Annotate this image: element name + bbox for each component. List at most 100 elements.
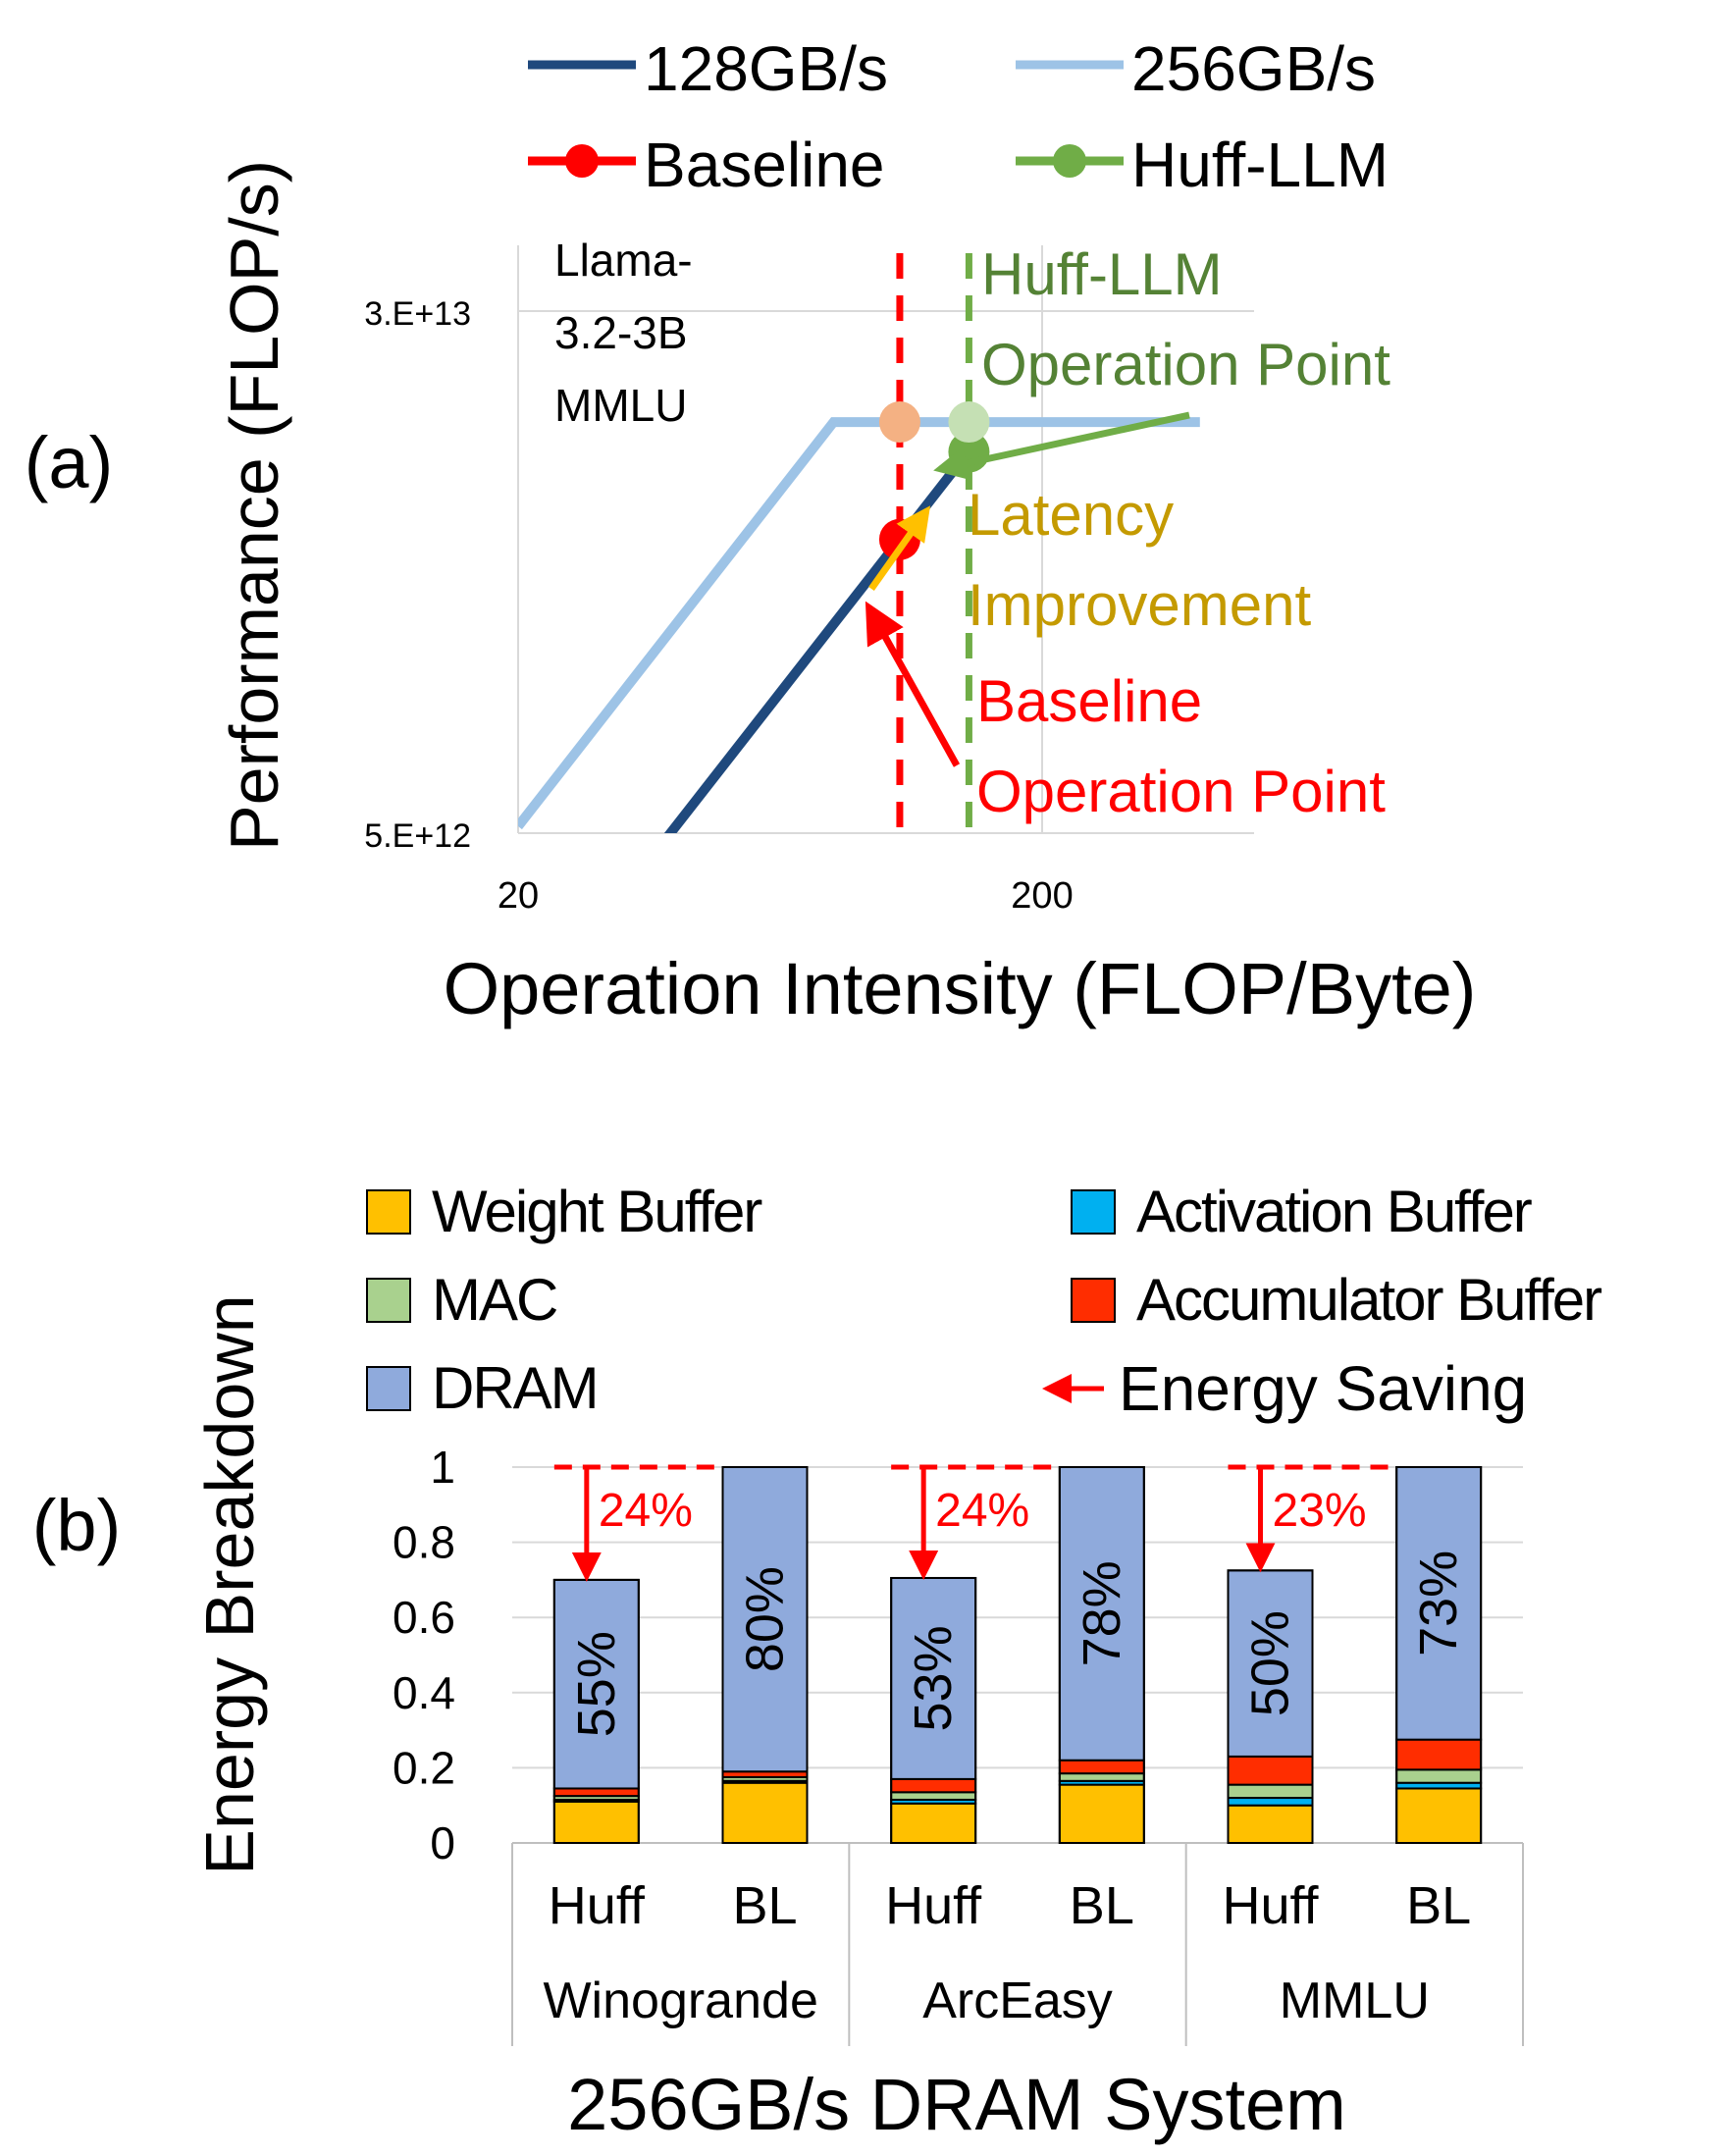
huff-op-label-1: Huff-LLM <box>981 241 1223 307</box>
energy-category-label: Huff <box>885 1876 982 1935</box>
energy-saving-label: 23% <box>1273 1485 1367 1537</box>
dram-share-label: 73% <box>1409 1551 1468 1656</box>
energy-category-label: BL <box>732 1876 797 1935</box>
legend-label-activation-buffer: Activation Buffer <box>1136 1179 1532 1244</box>
roofline-ytick-3e13: 3.E+13 <box>364 295 471 333</box>
model-note-line-1: Llama- <box>554 235 693 286</box>
bar-outline <box>721 1466 809 1844</box>
bar-seg-accumulator-buffer <box>1227 1755 1314 1786</box>
legend-entry-baseline: Baseline <box>528 130 885 200</box>
bar-seg-weight-buffer <box>1058 1783 1145 1845</box>
legend-label-dram: DRAM <box>432 1355 598 1421</box>
panel-b-label: (b) <box>32 1485 121 1566</box>
panel-a: (a) 128GB/s 256GB/s Baseline Huff-LLM <box>25 33 1477 1029</box>
bar-seg-accumulator-buffer <box>552 1787 640 1798</box>
roofline-ytick-5e12: 5.E+12 <box>364 817 471 855</box>
legend-entry-huff: Huff-LLM <box>1016 130 1389 200</box>
panel-a-label: (a) <box>25 422 113 503</box>
legend-label-huff: Huff-LLM <box>1131 130 1389 200</box>
energy-category-label: BL <box>1406 1876 1471 1935</box>
dram-share-label: 80% <box>736 1566 795 1672</box>
legend-entry-128: 128GB/s <box>528 33 888 104</box>
baseline-op-label-1: Baseline <box>976 668 1202 734</box>
bar-seg-activation-buffer <box>1227 1797 1314 1807</box>
huff-op-arrow <box>933 411 1190 481</box>
bar-seg-accumulator-buffer <box>1058 1759 1145 1775</box>
model-note: Llama- 3.2-3B MMLU <box>554 235 693 431</box>
legend-label-weight-buffer: Weight Buffer <box>432 1179 761 1244</box>
legend-swatch-weight-buffer <box>366 1189 411 1235</box>
roofline-xlabel: Operation Intensity (FLOP/Byte) <box>444 948 1477 1029</box>
legend-swatch-activation-buffer <box>1071 1189 1116 1235</box>
baseline-op-arrow <box>865 601 961 767</box>
roofline-point-3 <box>878 401 920 444</box>
bar-outline <box>1058 1466 1145 1844</box>
bar-seg-mac <box>1058 1772 1145 1782</box>
roofline-ylabel: Performance (FLOP/s) <box>216 160 292 851</box>
energy-group-label: MMLU <box>1280 1972 1430 2029</box>
legend-swatch-mac <box>366 1278 411 1323</box>
bar-seg-weight-buffer <box>721 1781 809 1844</box>
roofline-annotations: Huff-LLM Operation Point Latency Improve… <box>865 241 1390 824</box>
energy-group-label: ArcEasy <box>922 1972 1113 2029</box>
legend-label-energy-saving: Energy Saving <box>1119 1353 1527 1424</box>
roofline-point-4 <box>948 401 990 444</box>
panel-b: (b) Weight Buffer Activation Buffer MAC … <box>32 1179 1603 2145</box>
energy-legend: Weight Buffer Activation Buffer MAC Accu… <box>366 1179 1603 1424</box>
energy-plot-area: 0 0.2 0.4 0.6 0.8 1 55% Huff 80% BL 53% Huff 78% BL 50… <box>393 1442 1524 2046</box>
bar-seg-weight-buffer <box>1395 1787 1483 1844</box>
energy-saving-label: 24% <box>935 1485 1029 1537</box>
bar-seg-accumulator-buffer <box>1395 1738 1483 1771</box>
energy-saving-label: 24% <box>599 1485 693 1537</box>
huff-op-label-2: Operation Point <box>981 332 1390 397</box>
bar-seg-dram <box>1058 1466 1145 1762</box>
baseline-op-label-2: Operation Point <box>976 759 1386 824</box>
dram-share-label: 55% <box>567 1631 626 1737</box>
energy-ytick-label: 0 <box>430 1817 455 1868</box>
bar-seg-weight-buffer <box>1227 1804 1314 1844</box>
roofline-xtick-200: 200 <box>1011 875 1073 917</box>
dram-share-label: 50% <box>1241 1610 1300 1716</box>
energy-group-label: Winogrande <box>543 1972 817 2029</box>
model-note-line-2: 3.2-3B <box>554 307 688 358</box>
bar-outline <box>1395 1466 1483 1844</box>
legend-swatch-huff-dot <box>1053 144 1086 178</box>
model-note-line-3: MMLU <box>554 380 687 431</box>
bar-seg-dram <box>721 1466 809 1773</box>
latency-label-1: Latency <box>968 482 1174 548</box>
energy-xlabel: 256GB/s DRAM System <box>567 2064 1346 2145</box>
dram-share-label: 78% <box>1073 1560 1131 1666</box>
legend-swatch-dram <box>366 1366 411 1411</box>
legend-label-mac: MAC <box>432 1267 557 1333</box>
legend-swatch-accumulator-buffer <box>1071 1278 1116 1323</box>
roofline-series-256gbs <box>518 417 1200 830</box>
bar-seg-weight-buffer <box>552 1800 640 1844</box>
bar-seg-mac <box>890 1791 977 1801</box>
bar-seg-dram <box>890 1576 977 1780</box>
bar-seg-weight-buffer <box>890 1802 977 1845</box>
roofline-xtick-20: 20 <box>498 875 539 917</box>
bar-seg-dram <box>1395 1466 1483 1741</box>
legend-label-accumulator-buffer: Accumulator Buffer <box>1136 1267 1601 1333</box>
energy-ytick-label: 1 <box>430 1442 455 1493</box>
bar-seg-mac <box>1227 1783 1314 1800</box>
legend-label-baseline: Baseline <box>644 130 885 200</box>
roofline-legend: 128GB/s 256GB/s Baseline Huff-LLM <box>528 33 1389 200</box>
energy-ytick-label: 0.2 <box>393 1742 455 1793</box>
bar-seg-mac <box>1395 1768 1483 1784</box>
energy-ytick-label: 0.8 <box>393 1517 455 1568</box>
latency-arrow <box>868 505 931 592</box>
legend-label-256: 256GB/s <box>1131 33 1376 104</box>
energy-ylabel: Energy Breakdown <box>191 1294 268 1874</box>
legend-label-128: 128GB/s <box>644 33 888 104</box>
bar-seg-accumulator-buffer <box>890 1777 977 1794</box>
energy-category-label: Huff <box>549 1876 646 1935</box>
energy-ytick-label: 0.4 <box>393 1667 455 1718</box>
energy-category-label: Huff <box>1222 1876 1319 1935</box>
energy-category-label: BL <box>1070 1876 1134 1935</box>
legend-swatch-baseline-dot <box>565 144 599 178</box>
legend-entry-256: 256GB/s <box>1016 33 1376 104</box>
dram-share-label: 53% <box>904 1625 963 1731</box>
latency-label-2: Improvement <box>968 572 1311 638</box>
